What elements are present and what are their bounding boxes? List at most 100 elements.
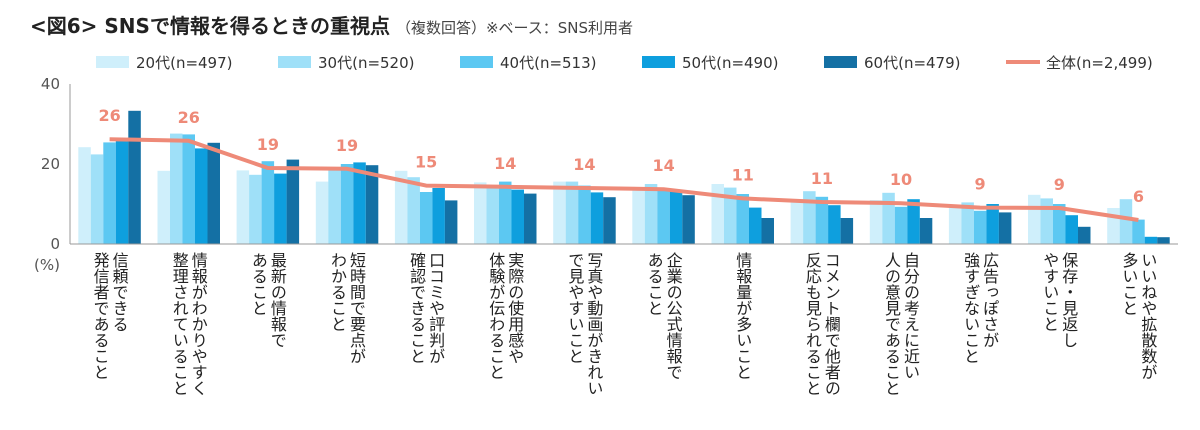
bar bbox=[632, 188, 645, 244]
category-label: いいねや拡散数が bbox=[1138, 252, 1157, 380]
legend-label: 40代(n=513) bbox=[500, 54, 597, 72]
category-label: 体験が伝わること bbox=[486, 252, 505, 380]
bar bbox=[1107, 208, 1120, 244]
legend-label-total: 全体(n=2,499) bbox=[1046, 54, 1153, 72]
category-label: 最新の情報で bbox=[268, 252, 287, 348]
bar bbox=[803, 191, 816, 244]
bar bbox=[590, 192, 604, 244]
category-label: 保存・見返し bbox=[1059, 252, 1078, 348]
bar bbox=[394, 170, 408, 244]
bar bbox=[328, 168, 341, 244]
bar bbox=[961, 202, 974, 244]
category-label: 確認できること bbox=[407, 252, 426, 364]
y-axis-unit: (%) bbox=[34, 256, 60, 274]
category-label: わかること bbox=[328, 252, 347, 332]
data-label: 11 bbox=[732, 165, 754, 184]
category-label: 口コミや評判が bbox=[426, 252, 445, 364]
bar bbox=[907, 199, 920, 244]
data-label: 10 bbox=[890, 170, 912, 189]
bar bbox=[603, 197, 616, 244]
bar bbox=[790, 199, 804, 244]
bar bbox=[249, 174, 262, 244]
data-label: 14 bbox=[652, 156, 674, 175]
legend-label: 30代(n=520) bbox=[318, 54, 415, 72]
bar bbox=[682, 195, 695, 244]
chart-title: <図6> SNSで情報を得るときの重視点 bbox=[30, 14, 390, 38]
bar bbox=[474, 182, 487, 244]
y-tick-label: 20 bbox=[41, 155, 60, 173]
data-label: 9 bbox=[975, 175, 986, 194]
bar bbox=[1078, 226, 1091, 244]
category-label: 人の意見であること bbox=[882, 252, 901, 396]
category-label: あること bbox=[645, 252, 664, 316]
category-label: コメント欄で他者の bbox=[822, 252, 841, 396]
bar bbox=[1157, 237, 1170, 244]
bar bbox=[711, 184, 724, 244]
legend-swatch bbox=[96, 56, 129, 68]
bar bbox=[749, 207, 762, 244]
legend-label: 20代(n=497) bbox=[136, 54, 233, 72]
bar bbox=[407, 177, 420, 244]
bar bbox=[444, 200, 458, 244]
bar bbox=[565, 181, 579, 244]
bar bbox=[553, 181, 566, 244]
bar bbox=[1028, 194, 1041, 244]
bar bbox=[195, 148, 208, 244]
bar bbox=[511, 189, 524, 244]
category-label: やすいこと bbox=[1040, 252, 1059, 332]
bar bbox=[524, 193, 537, 244]
bar bbox=[973, 210, 987, 244]
bar bbox=[815, 196, 829, 244]
bar bbox=[103, 142, 116, 244]
data-label: 9 bbox=[1054, 175, 1065, 194]
bar bbox=[657, 188, 670, 244]
bar bbox=[78, 147, 91, 244]
legend-swatch bbox=[460, 56, 493, 68]
bar bbox=[274, 173, 287, 244]
bar bbox=[724, 187, 737, 244]
category-label: 整理されていること bbox=[170, 252, 189, 396]
data-label: 19 bbox=[336, 136, 358, 155]
category-label: あること bbox=[249, 252, 268, 316]
category-label: 広告っぽさが bbox=[980, 252, 999, 348]
category-label: 多いこと bbox=[1119, 252, 1138, 316]
bar bbox=[261, 161, 275, 244]
bar bbox=[1065, 215, 1078, 244]
data-label: 26 bbox=[178, 108, 200, 127]
bar bbox=[419, 192, 433, 244]
bar bbox=[115, 139, 129, 244]
bar bbox=[998, 212, 1012, 244]
bar bbox=[170, 133, 183, 244]
bar bbox=[499, 181, 512, 244]
bar bbox=[919, 218, 933, 244]
bar bbox=[182, 134, 195, 244]
data-label: 14 bbox=[494, 154, 516, 173]
bar bbox=[761, 218, 774, 244]
category-label: 情報がわかりやすく bbox=[189, 252, 208, 396]
bar bbox=[1119, 199, 1133, 244]
category-label: で見やすいこと bbox=[565, 252, 584, 364]
category-label: 発信者であること bbox=[91, 252, 110, 380]
category-label: 信頼できる bbox=[110, 252, 129, 332]
legend-swatch bbox=[278, 56, 311, 68]
bar bbox=[948, 206, 962, 244]
title-row: <図6> SNSで情報を得るときの重視点 （複数回答）※ベース：SNS利用者 bbox=[30, 10, 633, 39]
category-label: 強すぎないこと bbox=[961, 252, 980, 364]
data-label: 14 bbox=[573, 155, 595, 174]
data-label: 6 bbox=[1133, 187, 1144, 206]
bar bbox=[1132, 219, 1145, 244]
bar bbox=[986, 204, 999, 244]
category-label: 企業の公式情報で bbox=[664, 252, 683, 380]
bar bbox=[315, 181, 329, 244]
bar bbox=[286, 159, 300, 244]
bar bbox=[578, 185, 591, 244]
bar bbox=[486, 186, 499, 244]
bar bbox=[157, 170, 170, 244]
category-label: 情報量が多いこと bbox=[733, 252, 752, 380]
legend-label: 60代(n=479) bbox=[864, 54, 961, 72]
bar bbox=[365, 165, 379, 244]
category-label: 反応も見られること bbox=[803, 252, 822, 396]
bar bbox=[840, 218, 854, 244]
bar bbox=[669, 190, 683, 244]
